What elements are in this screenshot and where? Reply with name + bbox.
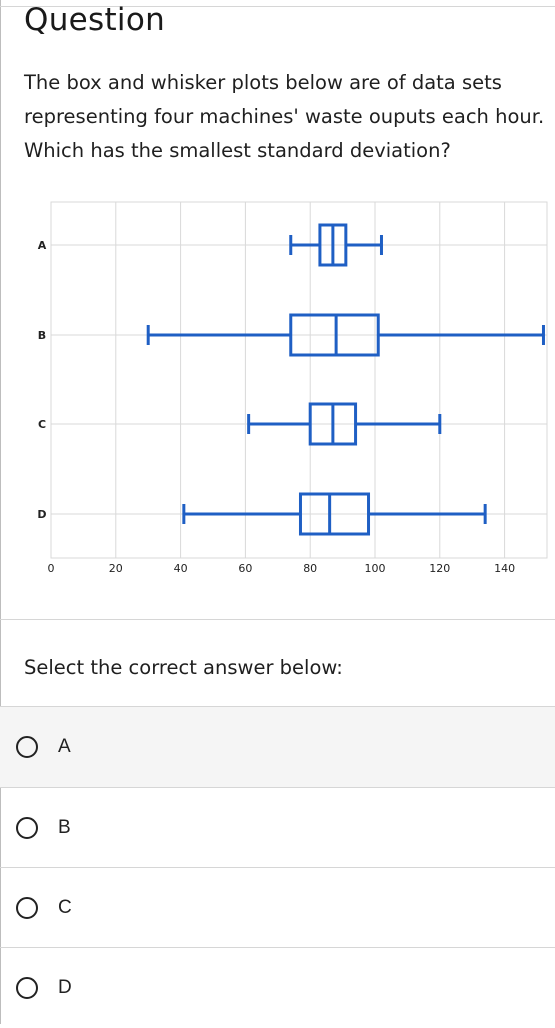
question-title: Question — [24, 2, 166, 38]
y-category-label: D — [37, 508, 46, 521]
answer-option-b[interactable]: B — [0, 788, 555, 868]
answer-option-label: C — [58, 897, 72, 918]
box-plot-chart: 0 20 40 60 80 100 120 140 A B C D — [0, 180, 555, 600]
radio-icon[interactable] — [16, 897, 38, 919]
question-text: The box and whisker plots below are of d… — [24, 71, 545, 162]
select-answer-label: Select the correct answer below: — [24, 656, 343, 679]
answer-option-a[interactable]: A — [0, 707, 555, 787]
x-tick-label: 80 — [303, 562, 317, 575]
separator — [0, 619, 555, 620]
x-tick-label: 120 — [429, 562, 450, 575]
x-tick-label: 100 — [365, 562, 386, 575]
radio-icon[interactable] — [16, 817, 38, 839]
x-tick-label: 20 — [109, 562, 123, 575]
y-category-label: A — [38, 239, 47, 252]
answer-option-d[interactable]: D — [0, 948, 555, 1028]
separator — [0, 706, 555, 707]
radio-icon[interactable] — [16, 977, 38, 999]
y-category-label: C — [38, 418, 46, 431]
radio-icon[interactable] — [16, 736, 38, 758]
answer-option-label: A — [58, 736, 71, 757]
separator — [0, 867, 555, 868]
left-border — [0, 0, 1, 1024]
top-border — [0, 6, 555, 7]
y-category-label: B — [38, 329, 46, 342]
x-tick-label: 140 — [494, 562, 515, 575]
x-tick-label: 40 — [174, 562, 188, 575]
box-plot-svg: 0 20 40 60 80 100 120 140 A B C D — [37, 201, 548, 575]
iqr-box — [298, 492, 371, 536]
x-tick-label: 0 — [48, 562, 55, 575]
answer-option-label: D — [58, 977, 72, 998]
x-tick-label: 60 — [238, 562, 252, 575]
answer-option-label: B — [58, 817, 71, 838]
answer-option-c[interactable]: C — [0, 868, 555, 948]
iqr-box — [289, 313, 380, 357]
separator — [0, 787, 555, 788]
separator — [0, 947, 555, 948]
